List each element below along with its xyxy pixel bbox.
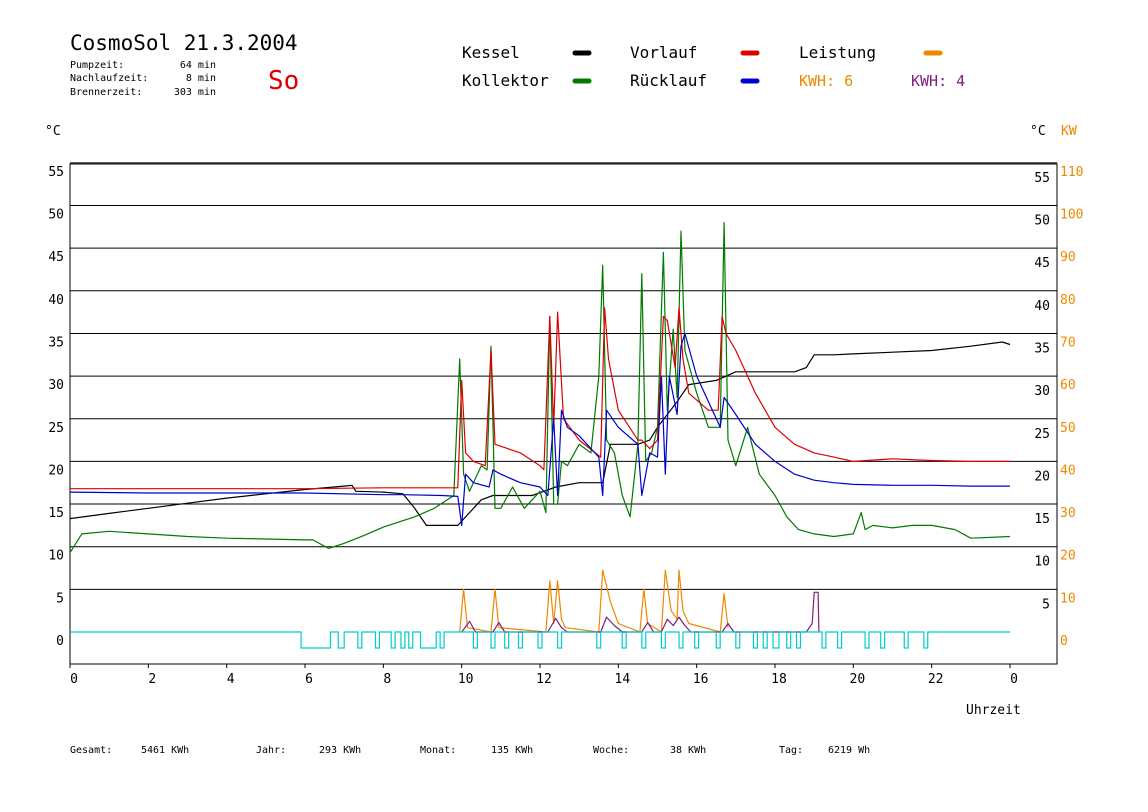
stat-value-brennerzeit: 303 min xyxy=(174,87,216,98)
y-tick-power: 20 xyxy=(1060,549,1076,564)
y-tick-left: 35 xyxy=(48,335,64,350)
x-tick-label: 10 xyxy=(458,672,474,687)
footer-label-woche: Woche: xyxy=(593,745,629,756)
stat-value-pumpzeit: 64 min xyxy=(180,60,216,71)
footer-label-gesamt: Gesamt: xyxy=(70,745,112,756)
series-leistung xyxy=(459,569,729,633)
stat-value-nachlaufzeit: 8 min xyxy=(186,73,216,84)
y-tick-labels: 0510152025303540455055510152025303540455… xyxy=(48,165,1083,649)
y-tick-right-temp: 55 xyxy=(1034,171,1050,186)
y-axis-left-unit: °C xyxy=(45,124,61,139)
y-tick-power: 0 xyxy=(1060,634,1068,649)
y-tick-left: 20 xyxy=(48,463,64,478)
series-kollektor xyxy=(69,222,1011,554)
plot-grid xyxy=(69,162,1058,668)
y-tick-left: 10 xyxy=(48,549,64,564)
x-tick-label: 8 xyxy=(383,672,391,687)
y-tick-right-temp: 50 xyxy=(1034,214,1050,229)
y-tick-power: 100 xyxy=(1060,208,1083,223)
weekday-label: So xyxy=(268,66,299,96)
footer-value-jahr: 293 KWh xyxy=(319,745,361,756)
y-tick-left: 25 xyxy=(48,421,64,436)
y-tick-left: 45 xyxy=(48,250,64,265)
y-tick-right-temp: 40 xyxy=(1034,299,1050,314)
chart-title: CosmoSol 21.3.2004 xyxy=(70,31,298,55)
header-stats: Pumpzeit: 64 min Nachlaufzeit: 8 min Bre… xyxy=(70,60,216,98)
y-tick-power: 60 xyxy=(1060,378,1076,393)
footer-value-monat: 135 KWh xyxy=(491,745,533,756)
y-tick-right-temp: 5 xyxy=(1042,597,1050,612)
y-tick-left: 0 xyxy=(56,634,64,649)
x-tick-label: 0 xyxy=(1010,672,1018,687)
stat-label-pumpzeit: Pumpzeit: xyxy=(70,60,124,71)
kwh-purple-label: KWH: 4 xyxy=(911,72,965,90)
stat-label-nachlaufzeit: Nachlaufzeit: xyxy=(70,73,148,84)
kwh-orange-label: KWH: 6 xyxy=(799,72,853,90)
x-tick-label: 2 xyxy=(148,672,156,687)
series-ruecklauf xyxy=(69,332,1010,526)
stat-label-brennerzeit: Brennerzeit: xyxy=(70,87,142,98)
legend-label-kollektor: Kollektor xyxy=(462,71,549,90)
y-tick-right-temp: 35 xyxy=(1034,341,1050,356)
y-tick-left: 40 xyxy=(48,293,64,308)
y-tick-power: 50 xyxy=(1060,421,1076,436)
y-tick-left: 55 xyxy=(48,165,64,180)
y-tick-right-temp: 15 xyxy=(1034,512,1050,527)
y-tick-right-temp: 10 xyxy=(1034,555,1050,570)
y-tick-power: 40 xyxy=(1060,463,1076,478)
footer-value-gesamt: 5461 KWh xyxy=(141,745,189,756)
y-tick-power: 70 xyxy=(1060,335,1076,350)
footer-totals: Gesamt: 5461 KWh Jahr: 293 KWh Monat: 13… xyxy=(70,745,870,756)
y-tick-right-temp: 20 xyxy=(1034,469,1050,484)
y-tick-power: 110 xyxy=(1060,165,1083,180)
x-axis-label: Uhrzeit xyxy=(966,703,1021,718)
footer-value-tag: 6219 Wh xyxy=(828,745,870,756)
footer-label-monat: Monat: xyxy=(420,745,456,756)
footer-label-tag: Tag: xyxy=(779,745,803,756)
x-tick-label: 4 xyxy=(227,672,235,687)
x-tick-label: 22 xyxy=(928,672,944,687)
x-tick-label: 20 xyxy=(850,672,866,687)
y-tick-right-temp: 30 xyxy=(1034,384,1050,399)
y-axis-right-power-unit: KW xyxy=(1061,124,1077,139)
plot-frame xyxy=(69,163,1058,665)
x-tick-label: 12 xyxy=(536,672,552,687)
series-pumpe xyxy=(70,631,1010,649)
legend-label-kessel: Kessel xyxy=(462,43,520,62)
x-tick-label: 0 xyxy=(70,672,78,687)
y-tick-right-temp: 45 xyxy=(1034,256,1050,271)
x-tick-label: 14 xyxy=(615,672,631,687)
y-tick-power: 30 xyxy=(1060,506,1076,521)
footer-label-jahr: Jahr: xyxy=(256,745,286,756)
x-tick-label: 16 xyxy=(693,672,709,687)
legend-label-vorlauf: Vorlauf xyxy=(630,43,697,62)
y-tick-left: 5 xyxy=(56,591,64,606)
y-tick-left: 15 xyxy=(48,506,64,521)
y-axis-right-temp-unit: °C xyxy=(1030,124,1046,139)
y-tick-left: 30 xyxy=(48,378,64,393)
y-tick-power: 90 xyxy=(1060,250,1076,265)
x-tick-label: 18 xyxy=(771,672,787,687)
series-vorlauf xyxy=(70,307,1010,490)
y-tick-right-temp: 25 xyxy=(1034,427,1050,442)
series-lines xyxy=(69,222,1011,649)
legend-label-ruecklauf: Rücklauf xyxy=(630,71,707,90)
legend-label-leistung: Leistung xyxy=(799,43,876,62)
series-kessel xyxy=(69,341,1011,526)
legend: Kessel Kollektor Vorlauf Rücklauf Leistu… xyxy=(462,43,965,90)
x-tick-label: 6 xyxy=(305,672,313,687)
footer-value-woche: 38 KWh xyxy=(670,745,706,756)
x-tick-labels: 0 2 4 6 8 10 12 14 16 18 20 22 0 xyxy=(70,672,1018,687)
y-tick-power: 80 xyxy=(1060,293,1076,308)
y-tick-left: 50 xyxy=(48,208,64,223)
y-tick-power: 10 xyxy=(1060,591,1076,606)
